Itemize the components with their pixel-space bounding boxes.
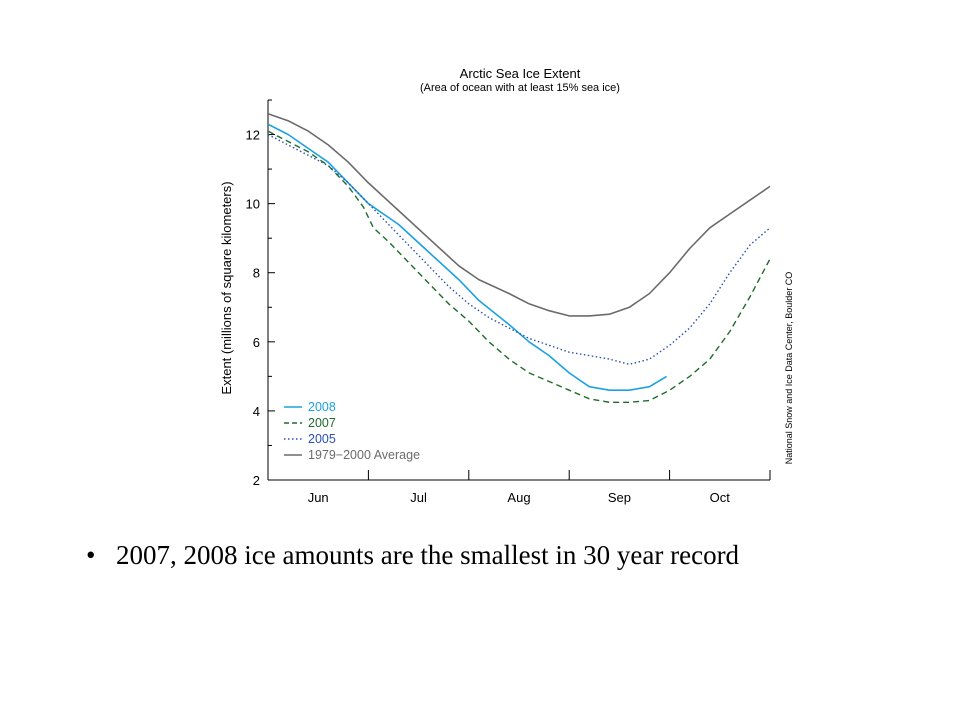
sea-ice-chart: Arctic Sea Ice Extent (Area of ocean wit…: [219, 66, 794, 505]
x-tick-label: Jul: [410, 490, 427, 505]
legend-label: 1979−2000 Average: [308, 448, 420, 462]
x-tick-label: Sep: [608, 490, 631, 505]
bullet-symbol: •: [86, 540, 96, 570]
series-line-0: [267, 123, 668, 392]
legend-label: 2008: [308, 400, 336, 414]
chart-legend: 2008 2007 2005 1979−2000 Average: [284, 400, 420, 462]
y-tick-label: 8: [253, 266, 260, 281]
legend-label: 2007: [308, 416, 336, 430]
legend-label: 2005: [308, 432, 336, 446]
chart-title: Arctic Sea Ice Extent: [460, 66, 581, 81]
chart-axes: 2 4 6 8 10 12 Jun Jul Aug Sep Oct: [246, 99, 771, 505]
y-tick-label: 2: [253, 473, 260, 488]
series-line-1: [267, 130, 771, 403]
chart-subtitle: (Area of ocean with at least 15% sea ice…: [420, 82, 620, 94]
chart-series: [267, 113, 771, 403]
y-tick-label: 10: [246, 197, 260, 212]
y-axis-label: Extent (millions of square kilometers): [219, 181, 234, 394]
x-tick-label: Jun: [308, 490, 329, 505]
y-tick-label: 4: [253, 404, 260, 419]
x-tick-label: Aug: [507, 490, 530, 505]
bullet-text: 2007, 2008 ice amounts are the smallest …: [116, 540, 740, 570]
series-line-2: [267, 133, 771, 365]
series-line-3: [267, 113, 771, 317]
y-tick-label: 6: [253, 335, 260, 350]
x-tick-label: Oct: [710, 490, 731, 505]
y-tick-label: 12: [246, 128, 260, 143]
credit-label: National Snow and Ice Data Center, Bould…: [784, 272, 794, 465]
bullet-item: • 2007, 2008 ice amounts are the smallest…: [86, 540, 886, 571]
